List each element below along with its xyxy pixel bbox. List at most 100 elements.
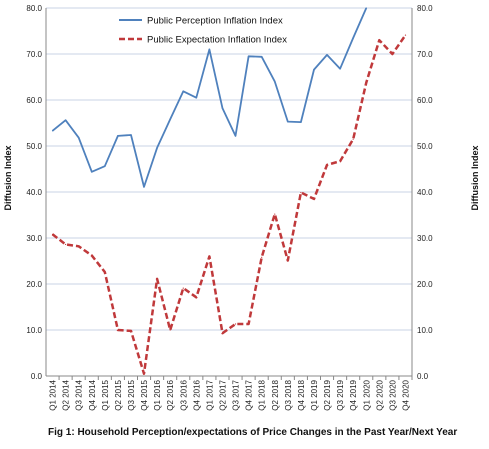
x-tick-label: Q1 2015: [101, 379, 110, 410]
y-tick-label-left: 40.0: [26, 188, 42, 197]
x-tick-label: Q3 2014: [75, 379, 84, 410]
x-tick-label: Q3 2015: [127, 379, 136, 410]
y-tick-label-left: 50.0: [26, 142, 42, 151]
data-point-expectation: [234, 323, 237, 325]
data-point-expectation: [104, 271, 106, 273]
x-tick-label: Q4 2020: [401, 379, 410, 410]
x-tick-label: Q3 2019: [336, 379, 345, 410]
x-tick-label: Q3 2016: [179, 379, 188, 410]
y-axis-right-ticks: 0.0 10.0 20.0 30.0 40.0 50.0 60.0 70.0 80.0: [417, 4, 433, 381]
data-point-expectation: [78, 245, 80, 247]
x-tick-label: Q2 2017: [218, 379, 227, 410]
y-tick-label-right: 20.0: [417, 280, 433, 289]
y-tick-label-left: 80.0: [26, 4, 42, 13]
data-point-perception: [248, 55, 250, 57]
data-point-expectation: [169, 329, 171, 331]
data-point-expectation: [300, 191, 302, 194]
data-point-expectation: [91, 254, 93, 257]
data-point-expectation: [130, 330, 132, 332]
data-point-perception: [195, 97, 197, 99]
figure-caption: Fig 1: Household Perception/expectations…: [48, 427, 458, 438]
x-tick-label: Q2 2018: [271, 379, 280, 410]
data-point-perception: [104, 165, 106, 167]
data-point-perception: [339, 68, 341, 70]
data-point-perception: [130, 134, 132, 136]
data-point-expectation: [274, 213, 276, 215]
data-point-perception: [117, 135, 119, 137]
data-point-expectation: [352, 138, 354, 140]
data-point-perception: [169, 118, 171, 120]
x-tick-label: Q4 2015: [140, 379, 149, 410]
data-point-expectation: [221, 332, 224, 334]
x-axis-ticks: Q1 2014 Q2 2014 Q3 2014 Q4 2014 Q1 2015 Q2 20…: [49, 379, 411, 410]
y-tick-label-right: 40.0: [417, 188, 433, 197]
data-point-perception: [274, 81, 276, 83]
data-point-expectation: [391, 53, 393, 55]
data-point-perception: [313, 69, 315, 71]
x-tick-label: Q4 2016: [192, 379, 201, 410]
x-tick-label: Q1 2014: [49, 379, 58, 410]
y-tick-label-left: 70.0: [26, 50, 42, 59]
x-tick-label: Q1 2020: [362, 379, 371, 410]
y-tick-label-right: 80.0: [417, 4, 433, 13]
series-lines: [51, 7, 407, 375]
x-tick-label: Q3 2018: [284, 379, 293, 410]
data-point-expectation: [326, 164, 328, 166]
data-point-expectation: [365, 81, 367, 84]
data-point-perception: [51, 130, 54, 132]
data-point-perception: [287, 121, 289, 123]
y-tick-label-right: 70.0: [417, 50, 433, 59]
x-tick-label: Q4 2014: [88, 379, 97, 410]
x-tick-label: Q4 2019: [349, 379, 358, 410]
y-tick-label-right: 30.0: [417, 234, 433, 243]
data-point-expectation: [65, 243, 67, 246]
axes: [45, 8, 413, 380]
x-tick-label: Q4 2018: [297, 379, 306, 410]
x-tick-label: Q2 2020: [375, 379, 384, 410]
y-tick-label-right: 50.0: [417, 142, 433, 151]
data-point-expectation: [182, 287, 184, 289]
legend: Public Perception Inflation Index Public…: [119, 16, 287, 46]
y-tick-label-left: 30.0: [26, 234, 42, 243]
y-tick-label-left: 0.0: [31, 372, 43, 381]
gridlines: [46, 7, 412, 331]
data-point-perception: [234, 135, 237, 137]
data-point-perception: [365, 7, 367, 9]
series-line-expectation: [51, 34, 407, 375]
data-point-expectation: [248, 323, 250, 325]
data-point-perception: [78, 137, 80, 139]
data-point-perception: [208, 48, 210, 51]
data-point-perception: [326, 54, 328, 56]
x-tick-label: Q3 2017: [232, 379, 241, 410]
data-point-perception: [91, 171, 93, 173]
y-tick-label-left: 60.0: [26, 96, 42, 105]
data-point-expectation: [404, 34, 407, 36]
y-tick-label-right: 0.0: [417, 372, 429, 381]
x-tick-label: Q1 2018: [258, 379, 267, 410]
data-point-perception: [143, 186, 145, 188]
data-point-expectation: [261, 256, 263, 258]
y-axis-right-title: Diffusion Index: [470, 146, 480, 211]
x-tick-label: Q2 2016: [166, 379, 175, 410]
x-tick-label: Q2 2014: [62, 379, 71, 410]
y-axis-left-ticks: 0.0 10.0 20.0 30.0 40.0 50.0 60.0 70.0 80.0: [26, 4, 42, 381]
data-point-expectation: [117, 329, 119, 331]
data-point-expectation: [378, 39, 380, 41]
data-point-expectation: [143, 373, 145, 375]
data-point-perception: [261, 56, 263, 58]
y-tick-label-right: 10.0: [417, 326, 433, 335]
x-tick-label: Q1 2017: [205, 379, 214, 410]
x-tick-label: Q3 2020: [388, 379, 397, 410]
data-point-expectation: [313, 198, 315, 200]
data-point-expectation: [339, 160, 341, 162]
x-tick-label: Q1 2019: [310, 379, 319, 410]
data-point-perception: [182, 90, 184, 92]
x-tick-label: Q2 2019: [323, 379, 332, 410]
y-tick-label-right: 60.0: [417, 96, 433, 105]
x-tick-label: Q1 2016: [153, 379, 162, 410]
data-point-perception: [300, 121, 302, 123]
y-tick-label-left: 10.0: [26, 326, 42, 335]
data-point-expectation: [287, 259, 289, 262]
x-tick-label: Q2 2015: [114, 379, 123, 410]
